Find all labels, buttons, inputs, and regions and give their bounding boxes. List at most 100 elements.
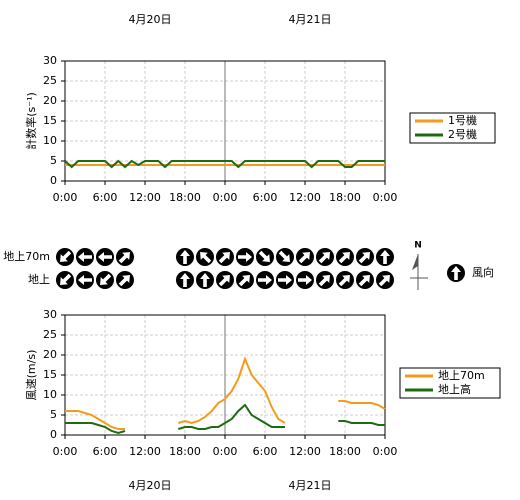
wind-legend-label: 風向: [472, 265, 494, 279]
wind-arrow: [116, 248, 134, 266]
wind-arrow: [276, 248, 294, 266]
wind-arrow: [356, 271, 374, 289]
y-tick-label: 5: [50, 408, 57, 421]
y-tick-label: 20: [43, 94, 57, 107]
x-tick-label: 12:00: [129, 445, 161, 458]
wind-arrow-shape: [218, 252, 230, 264]
legend-label: 2号機: [448, 127, 477, 141]
y-tick-label: 10: [43, 134, 57, 147]
date-label: 4月21日: [289, 13, 332, 26]
y-tick-label: 25: [43, 74, 57, 87]
wind-arrow-shape: [238, 252, 252, 262]
wind-arrow: [96, 271, 114, 289]
wind-arrow: [376, 248, 394, 266]
wind-arrow: [236, 271, 254, 289]
y-tick-label: 0: [50, 174, 57, 187]
wind-arrow-shape: [60, 273, 72, 285]
x-tick-label: 0:00: [373, 191, 398, 204]
wind-arrow: [296, 248, 314, 266]
y-tick-label: 15: [43, 368, 57, 381]
y-tick-label: 5: [50, 154, 57, 167]
x-tick-label: 6:00: [93, 191, 118, 204]
wind-arrow-shape: [318, 275, 330, 287]
wind-arrow-shape: [118, 275, 130, 287]
wind-arrow-shape: [60, 250, 72, 262]
wind-arrow: [236, 248, 254, 266]
wind-arrow-shape: [218, 275, 230, 287]
wind-arrow: [196, 271, 214, 289]
wind-arrow-shape: [98, 252, 112, 262]
y-tick-label: 30: [43, 54, 57, 67]
wind-arrow: [96, 248, 114, 266]
wind-arrow: [256, 271, 274, 289]
wind-arrow-shape: [358, 252, 370, 264]
compass: N: [410, 241, 428, 290]
legend-label: 地上高: [438, 382, 471, 396]
x-tick-label: 6:00: [93, 445, 118, 458]
wind-arrow-shape: [278, 250, 290, 262]
wind-arrow: [336, 248, 354, 266]
wind-row-label: 地上70m: [3, 250, 50, 263]
date-label: 4月20日: [129, 13, 172, 26]
wind-arrow-shape: [200, 273, 210, 287]
wind-arrow-shape: [298, 252, 310, 264]
wind-arrow: [316, 248, 334, 266]
y-tick-label: 15: [43, 114, 57, 127]
wind-row-label: 地上: [28, 273, 50, 286]
wind-arrow-shape: [258, 275, 272, 285]
wind-arrow-shape: [180, 250, 190, 264]
date-label: 4月20日: [129, 479, 172, 492]
legend-box: [409, 112, 496, 144]
wind-arrow: [316, 271, 334, 289]
wind-arrow: [76, 248, 94, 266]
wind-arrow-shape: [180, 273, 190, 287]
wind-arrow: [336, 271, 354, 289]
x-tick-label: 18:00: [329, 191, 361, 204]
x-tick-label: 18:00: [169, 445, 201, 458]
legend-label: 1号機: [448, 113, 477, 127]
x-tick-label: 12:00: [289, 445, 321, 458]
wind-arrow-shape: [378, 275, 390, 287]
wind-arrow-shape: [78, 252, 92, 262]
date-label: 4月21日: [289, 479, 332, 492]
series-line: [65, 403, 385, 435]
x-tick-label: 0:00: [53, 445, 78, 458]
x-tick-label: 6:00: [253, 445, 278, 458]
wind-arrow: [256, 248, 274, 266]
series-line: [65, 356, 386, 430]
wind-arrow: [356, 248, 374, 266]
wind-arrow: [176, 248, 194, 266]
wind-arrow: [216, 248, 234, 266]
wind-arrow-shape: [338, 275, 350, 287]
wind-arrow-shape: [278, 275, 292, 285]
y-axis-label: 風速(m/s): [25, 350, 38, 401]
wind-arrow: [276, 271, 294, 289]
north-label: N: [414, 241, 422, 251]
series-line: [64, 159, 385, 169]
wind-arrow: [56, 271, 74, 289]
wind-arrow-shape: [338, 252, 350, 264]
x-tick-label: 0:00: [373, 445, 398, 458]
y-tick-label: 0: [50, 428, 57, 441]
x-tick-label: 12:00: [129, 191, 161, 204]
x-tick-label: 18:00: [169, 191, 201, 204]
wind-arrow: [176, 271, 194, 289]
x-tick-label: 0:00: [213, 445, 238, 458]
wind-arrow: [116, 271, 134, 289]
wind-arrow-shape: [258, 250, 270, 262]
x-tick-label: 0:00: [213, 191, 238, 204]
wind-arrow-shape: [318, 252, 330, 264]
wind-arrow: [216, 271, 234, 289]
x-tick-label: 12:00: [289, 191, 321, 204]
x-tick-label: 6:00: [253, 191, 278, 204]
wind-arrow: [196, 248, 214, 266]
wind-arrow-shape: [380, 250, 390, 264]
wind-arrow: [56, 248, 74, 266]
wind-arrow-shape: [451, 266, 461, 280]
wind-legend-icon: [447, 264, 465, 282]
wind-arrow-shape: [358, 275, 370, 287]
plot-frame: [64, 60, 386, 182]
wind-arrow-shape: [238, 275, 250, 287]
wind-arrow-shape: [298, 275, 312, 285]
